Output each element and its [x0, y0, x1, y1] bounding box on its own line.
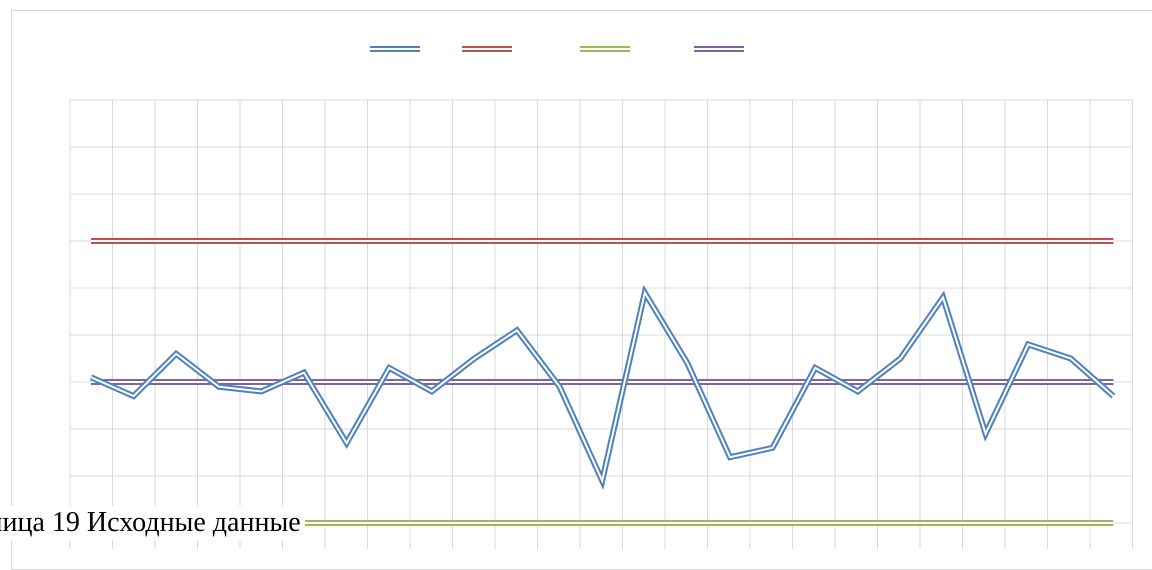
control-chart — [0, 0, 1152, 549]
table-caption: блица 19 Исходные данные — [0, 506, 305, 540]
series-line-1 — [91, 293, 1113, 481]
series-lines — [91, 241, 1114, 523]
